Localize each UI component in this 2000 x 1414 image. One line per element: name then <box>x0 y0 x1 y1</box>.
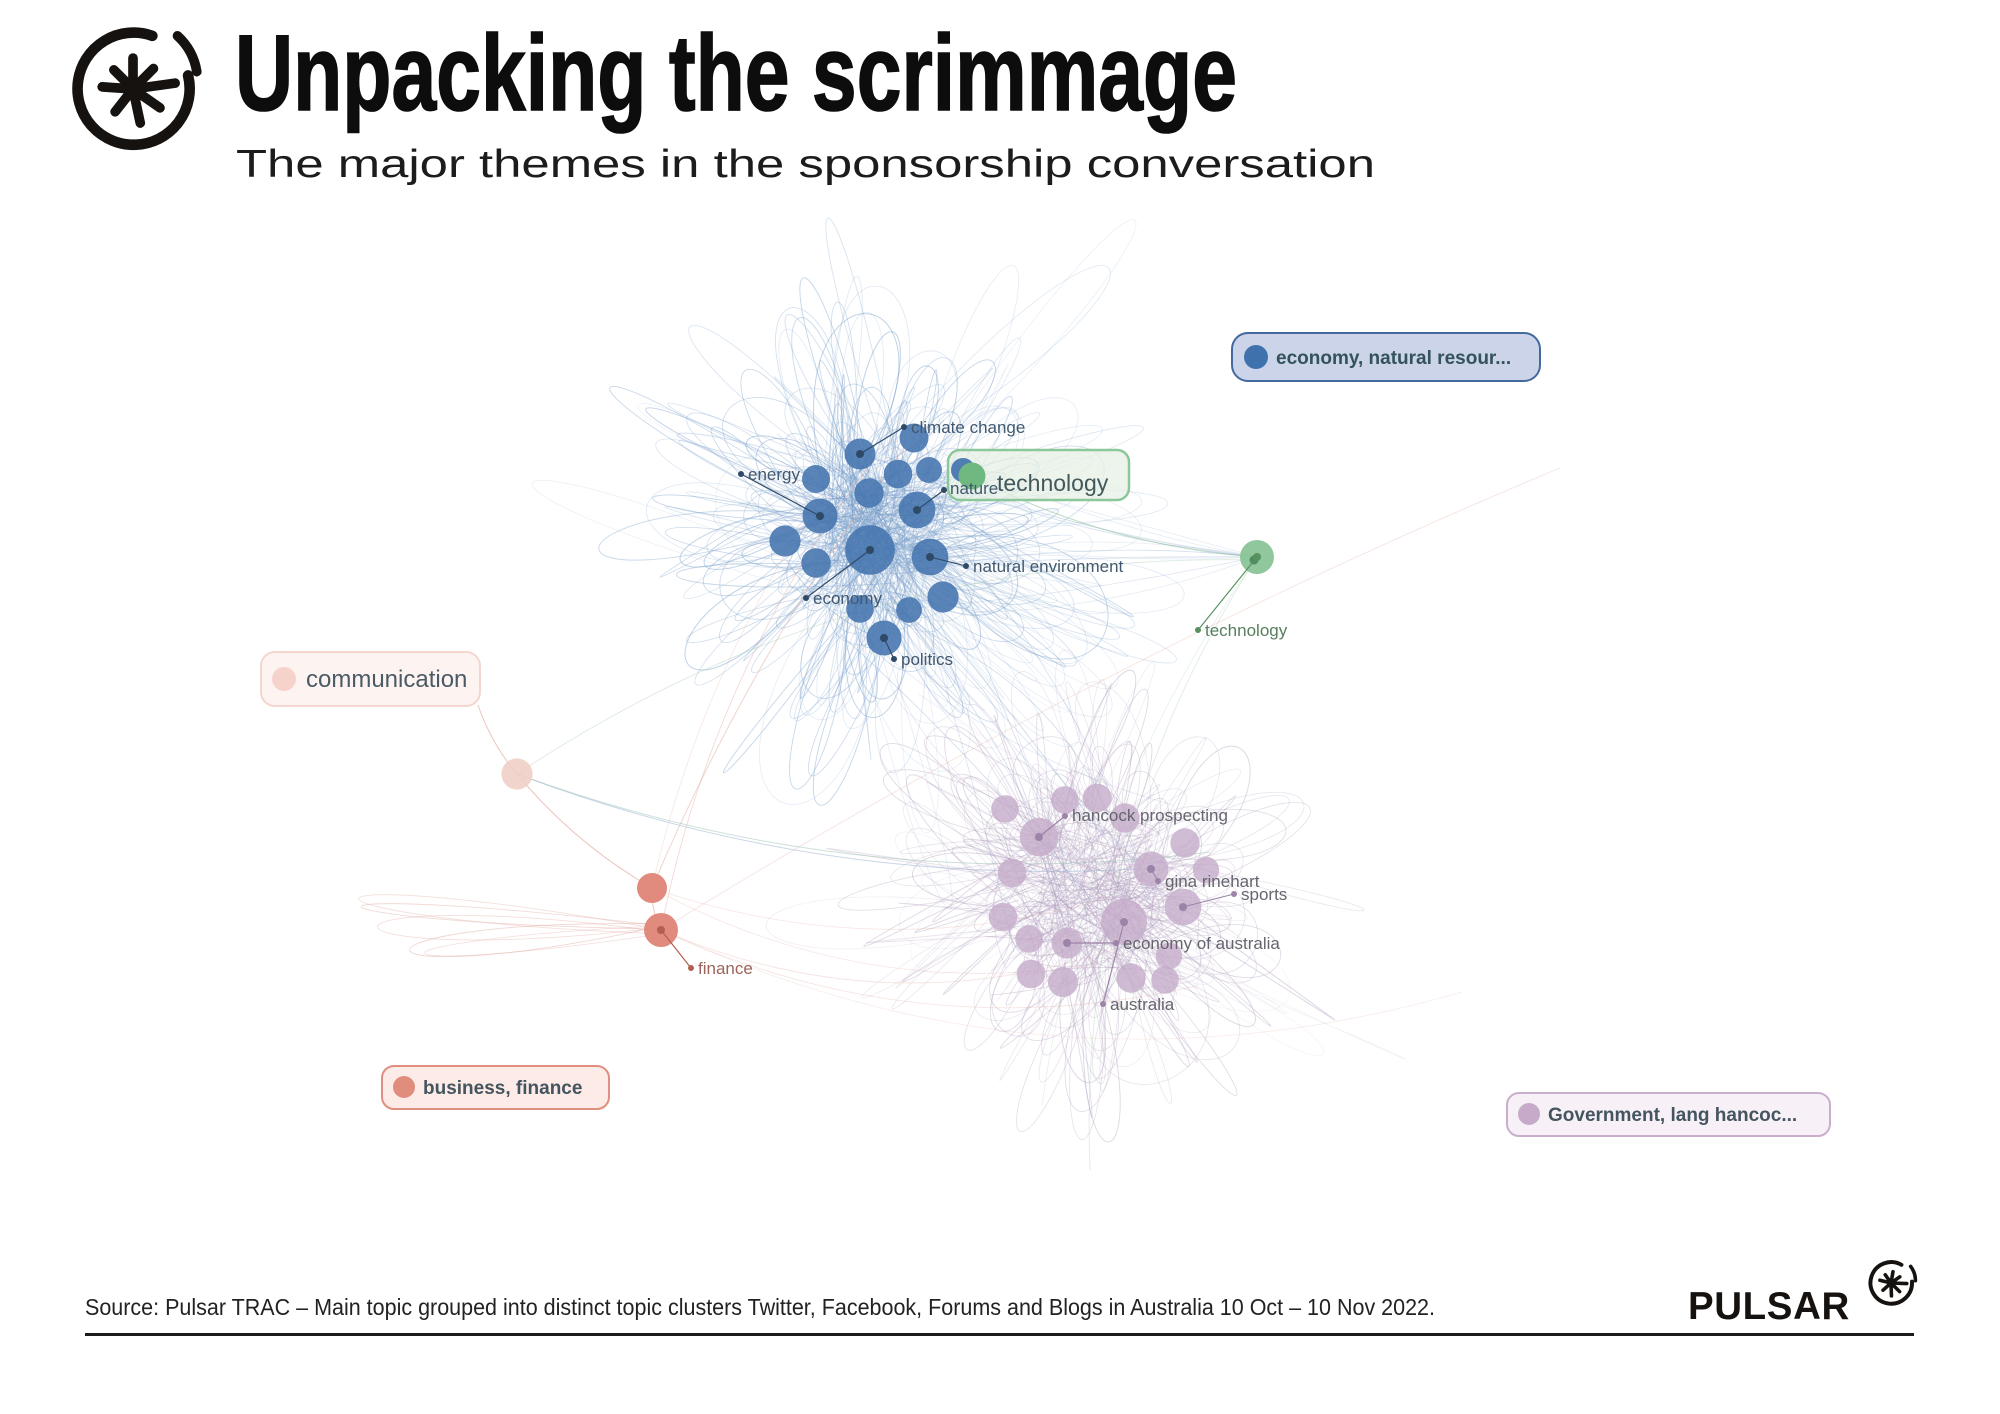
svg-text:PULSAR: PULSAR <box>1688 1285 1850 1328</box>
svg-text:Unpacking the scrimmage: Unpacking the scrimmage <box>235 12 1237 133</box>
svg-text:technology: technology <box>1205 621 1288 640</box>
svg-text:gina rinehart: gina rinehart <box>1165 872 1260 891</box>
svg-text:technology: technology <box>997 470 1109 496</box>
svg-text:communication: communication <box>306 666 467 693</box>
svg-text:australia: australia <box>1110 995 1175 1014</box>
svg-text:The major themes in the sponso: The major themes in the sponsorship conv… <box>236 143 1375 186</box>
svg-text:nature: nature <box>950 479 998 498</box>
svg-text:economy of australia: economy of australia <box>1123 934 1280 953</box>
svg-text:natural environment: natural environment <box>973 557 1124 576</box>
svg-text:sports: sports <box>1241 885 1287 904</box>
svg-text:economy: economy <box>813 589 882 608</box>
svg-text:business, finance: business, finance <box>423 1078 582 1099</box>
svg-text:Government, lang hancoc...: Government, lang hancoc... <box>1548 1105 1797 1126</box>
svg-text:hancock prospecting: hancock prospecting <box>1072 806 1228 825</box>
svg-text:Source: Pulsar TRAC – Main top: Source: Pulsar TRAC – Main topic grouped… <box>85 1294 1435 1320</box>
svg-text:finance: finance <box>698 959 753 978</box>
svg-text:politics: politics <box>901 650 953 669</box>
svg-text:economy, natural resour...: economy, natural resour... <box>1276 348 1511 369</box>
svg-text:climate change: climate change <box>911 418 1025 437</box>
svg-text:energy: energy <box>748 465 800 484</box>
